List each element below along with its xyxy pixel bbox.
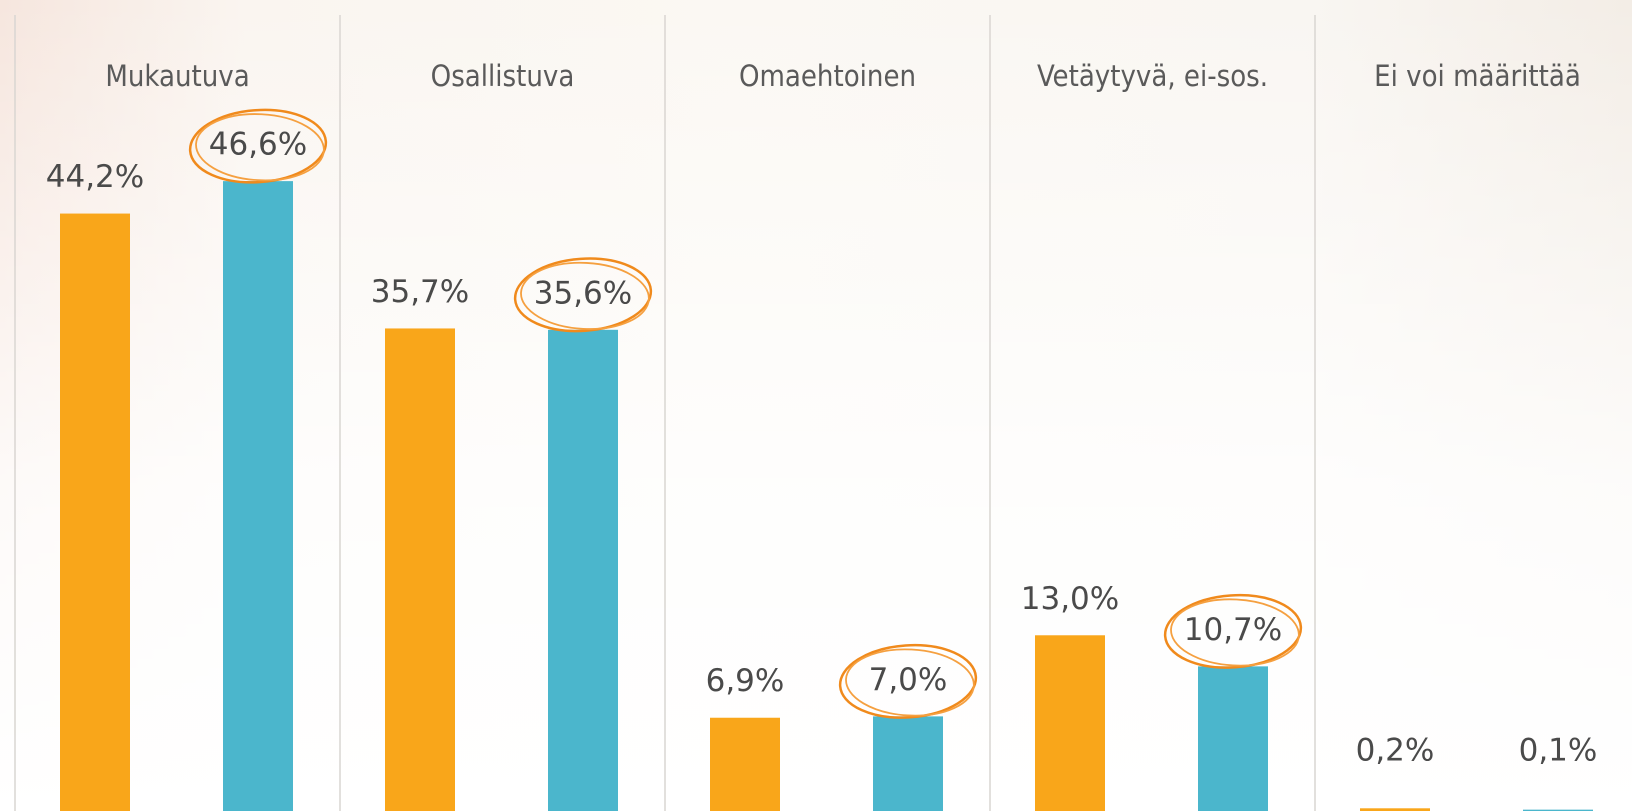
bar [1198,666,1268,811]
value-label: 35,6% [534,275,632,311]
category-label: Omaehtoinen [739,59,916,93]
highlight-circle [188,108,328,184]
value-label: 7,0% [869,662,948,698]
bar [1360,808,1430,811]
bar [873,716,943,811]
highlight-circle [845,648,975,717]
value-label: 10,7% [1184,612,1282,648]
bar [1035,635,1105,811]
bar [548,329,618,811]
bar [60,213,130,811]
category-label: Mukautuva [105,59,249,93]
value-label: 13,0% [1021,581,1119,617]
category-label: Ei voi määrittää [1374,59,1581,93]
bar [1523,809,1593,811]
highlight-circle [1170,598,1300,667]
highlight-circle [1163,593,1303,669]
value-label: 35,7% [371,274,469,310]
value-label: 46,6% [209,127,307,163]
bar [710,717,780,811]
highlight-circle [838,643,978,719]
category-label: Osallistuva [431,59,575,93]
highlight-circle [520,261,650,330]
bar [385,328,455,811]
value-label: 6,9% [706,663,785,699]
value-label: 0,2% [1356,733,1435,769]
value-label: 44,2% [46,159,144,195]
highlight-circle [513,257,653,333]
highlight-circle [195,113,325,182]
value-label: 0,1% [1519,733,1598,769]
bar [223,181,293,811]
category-label: Vetäytyvä, ei-sos. [1037,59,1268,93]
